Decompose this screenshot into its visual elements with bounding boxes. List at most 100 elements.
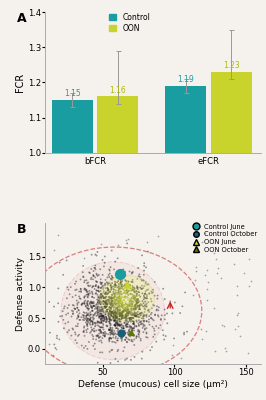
Point [82,312,86,319]
Point [155,232,160,239]
Point [117,312,122,318]
Point [144,318,149,324]
Point [134,298,139,305]
Point [69,332,73,339]
Point [131,277,135,283]
Point [134,306,138,312]
Point [144,295,148,301]
Point [81,269,85,276]
Point [144,264,148,270]
Point [109,325,113,331]
Point [118,271,122,277]
Point [106,331,110,338]
Point [112,318,117,324]
Point [97,310,102,316]
Point [131,295,135,302]
Point [115,306,119,312]
Point [132,310,136,317]
Point [123,327,127,334]
Point [114,340,118,346]
Point [82,286,86,293]
Point [137,304,142,311]
Point [128,297,132,304]
Point [64,312,68,318]
Point [128,303,132,309]
Point [147,309,151,315]
Point [106,299,110,305]
Point [118,313,123,319]
Point [128,323,132,330]
Point [122,325,126,332]
Point [90,322,95,328]
Point [116,301,120,307]
Point [216,265,221,272]
Point [106,297,111,303]
Point [126,295,130,301]
Point [101,286,105,292]
Point [115,289,119,296]
Point [106,312,111,319]
Point [107,349,112,355]
Point [104,304,109,310]
Point [58,313,62,320]
Point [101,314,105,320]
Point [97,296,102,302]
Point [104,319,108,325]
Point [97,318,101,325]
Point [128,285,132,291]
Point [123,269,127,275]
Point [137,334,141,340]
Point [119,281,123,288]
Point [93,290,98,297]
Point [140,285,144,292]
Point [57,259,62,266]
Point [124,335,129,341]
Point [84,343,88,349]
Point [94,301,99,307]
Point [127,309,131,315]
Point [113,309,118,316]
Point [115,279,119,286]
Point [108,301,112,307]
Point [120,301,124,307]
Ellipse shape [100,276,154,322]
Point [99,307,103,313]
Point [132,312,137,319]
Point [132,332,136,338]
Point [95,319,100,326]
Point [117,290,121,297]
Point [118,284,122,290]
Point [118,312,122,318]
Point [96,322,100,328]
Point [139,312,143,318]
Point [130,336,134,343]
Point [121,308,125,314]
Point [101,282,105,289]
Point [190,292,195,298]
Point [106,306,110,312]
Point [142,306,147,312]
Point [106,272,111,278]
Point [141,313,145,320]
Point [107,337,111,343]
Point [139,318,143,324]
Point [66,319,70,325]
Point [145,295,149,302]
Point [134,288,138,294]
Point [53,345,57,351]
Point [102,303,106,310]
Point [113,322,118,328]
Point [112,316,116,322]
Point [94,278,99,285]
Point [107,294,111,300]
Point [103,329,107,335]
Point [108,335,112,341]
Point [108,304,112,310]
Point [111,309,115,315]
Point [98,306,102,312]
Point [86,312,90,318]
Point [204,328,208,334]
Point [99,314,103,321]
Point [114,304,118,311]
Point [144,303,149,309]
